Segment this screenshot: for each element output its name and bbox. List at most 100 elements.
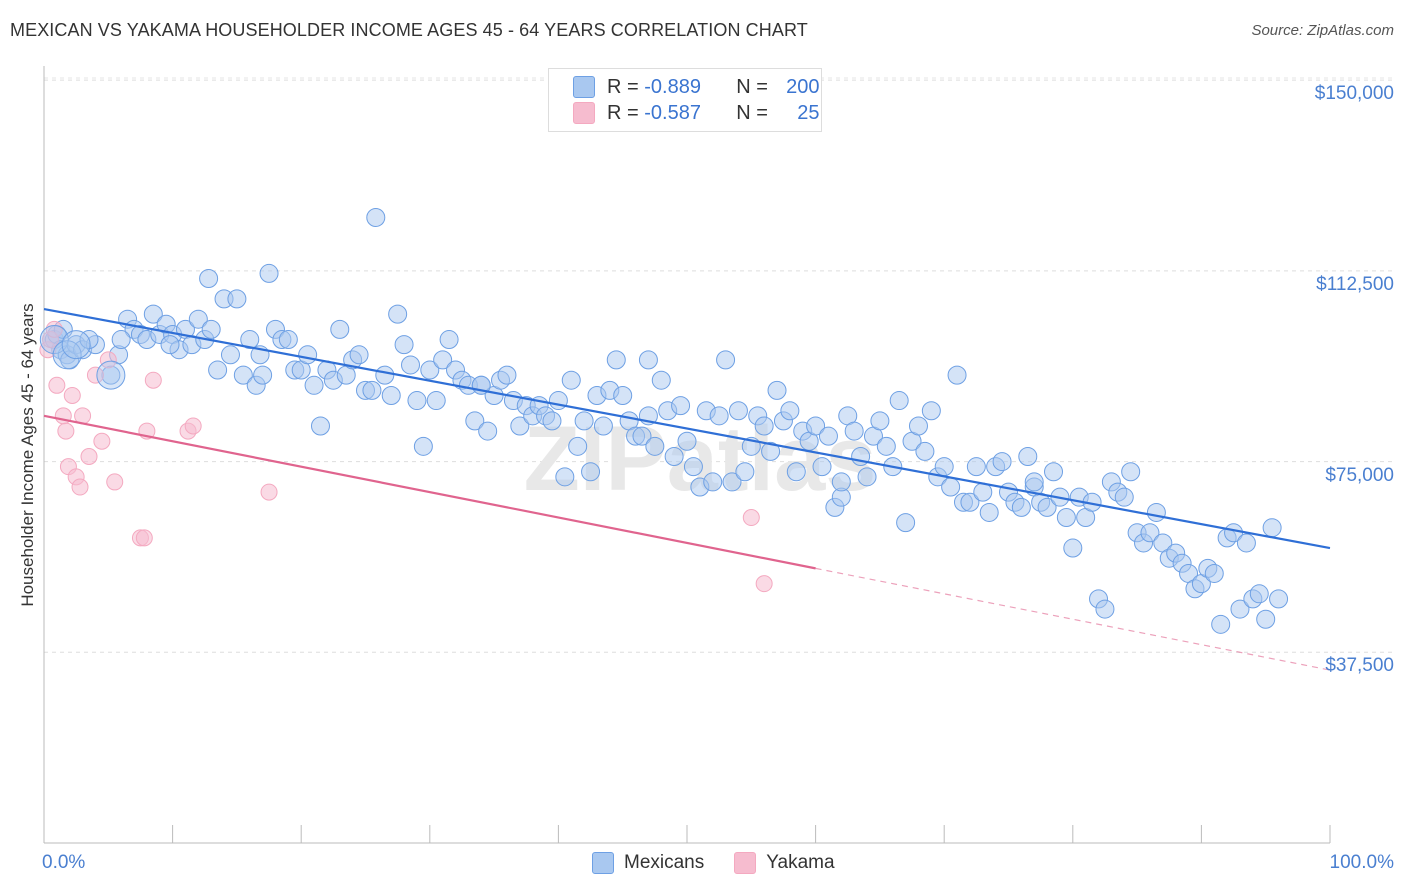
n-value: 25 (797, 101, 820, 124)
mexicans-point (638, 350, 658, 370)
mexicans-point (921, 401, 941, 421)
mexicans-point (478, 421, 498, 441)
mexicans-point (439, 330, 459, 350)
yakama-point (57, 422, 75, 440)
mexicans-point (1121, 462, 1141, 482)
mexicans-point (947, 365, 967, 385)
mexicans-point (1269, 589, 1289, 609)
mexicans-point (786, 462, 806, 482)
axes (43, 66, 1331, 844)
mexicans-point (876, 436, 896, 456)
mexicans-point (966, 457, 986, 477)
mexicans-point (677, 431, 697, 451)
mexicans-point (735, 462, 755, 482)
mexicans-point (1236, 533, 1256, 553)
series-legend: Mexicans Yakama (592, 852, 865, 874)
mexicans-point (780, 401, 800, 421)
mexicans-point (915, 441, 935, 461)
r-label: R = (607, 101, 639, 124)
mexicans-point (407, 391, 427, 411)
mexicans-point (632, 426, 652, 446)
mexicans-point (362, 380, 382, 400)
mexicans-point (278, 330, 298, 350)
yakama-trend-extension (815, 567, 1331, 671)
mexicans-point (366, 207, 386, 227)
yakama-point (260, 483, 278, 501)
mexicans-point (298, 345, 318, 365)
mexicans-point (979, 502, 999, 522)
chart-title: MEXICAN VS YAKAMA HOUSEHOLDER INCOME AGE… (10, 20, 808, 40)
mexicans-point (934, 457, 954, 477)
mexicans-trend-line (43, 307, 1331, 550)
mexicans-point (767, 380, 787, 400)
mexicans-point (728, 401, 748, 421)
mexicans-point (1056, 508, 1076, 528)
mexicans-point (1140, 523, 1160, 543)
mexicans-point (1018, 447, 1038, 466)
mexicans-point (1095, 599, 1115, 619)
mexicans-point (233, 365, 253, 385)
mexicans-point (188, 309, 208, 329)
yakama-point (80, 448, 98, 465)
source-credit: Source: ZipAtlas.com (1251, 22, 1394, 39)
mexicans-point (651, 370, 671, 390)
mexicans-point (581, 462, 601, 482)
mexicans-point (381, 385, 401, 405)
mexicans-point (375, 365, 395, 385)
legend-item-mexicans: Mexicans (592, 852, 704, 874)
mexicans-point (960, 492, 980, 512)
mexicans-point (394, 335, 414, 355)
mexicans-point (510, 416, 530, 436)
mexicans-point (143, 304, 163, 324)
mexicans-point-large (96, 360, 126, 390)
mexicans-point (1262, 518, 1282, 538)
yakama-point (135, 529, 153, 547)
mexicans-point-large (39, 325, 69, 355)
r-value: -0.587 (644, 101, 701, 124)
mexicans-point (671, 396, 691, 416)
yakama-point (63, 386, 81, 404)
mexicans-point (1256, 609, 1276, 629)
mexicans-point (613, 385, 633, 405)
y-tick-label: $150,000 (1314, 83, 1394, 105)
yakama-point (71, 478, 89, 496)
yakama-point (86, 366, 104, 384)
y-axis-label: Householder Income Ages 45 - 64 years (18, 303, 37, 607)
mexicans-point (1114, 487, 1134, 507)
yakama-point (742, 509, 760, 527)
x-tick-label-max: 100.0% (1329, 852, 1394, 873)
mexicans-point (812, 457, 832, 477)
mexicans-point (709, 406, 729, 426)
yakama-point (106, 473, 124, 491)
mexicans-point (253, 365, 273, 385)
yakama-point (184, 417, 202, 435)
mexicans-point (426, 391, 446, 411)
mexicans-point (818, 426, 838, 446)
mexicans-point (908, 416, 928, 436)
mexicans-point (201, 319, 221, 339)
mexicans-point (941, 477, 961, 497)
mexicans-point (703, 472, 723, 492)
mexicans-point-large (61, 330, 91, 360)
yakama-trend-line (43, 414, 816, 570)
mexicans-point (433, 350, 453, 370)
mexicans-point (497, 365, 517, 385)
yakama-point (93, 432, 111, 450)
mexicans-point (310, 416, 330, 436)
yakama-point (99, 351, 117, 369)
mexicans-point (844, 421, 864, 441)
legend-swatch-mexicans (573, 76, 595, 98)
mexicans-point (542, 411, 562, 431)
mexicans-point (220, 345, 240, 365)
mexicans-point (304, 375, 324, 395)
mexicans-point (413, 436, 433, 456)
mexicans-point (111, 330, 131, 350)
legend-item-yakama: Yakama (734, 852, 835, 874)
n-label: N = (736, 75, 768, 98)
mexicans-point (761, 441, 781, 461)
mexicans-point (555, 467, 575, 487)
y-tick-label: $112,500 (1316, 273, 1394, 295)
mexicans-point (722, 472, 742, 492)
mexicans-point (992, 452, 1012, 472)
